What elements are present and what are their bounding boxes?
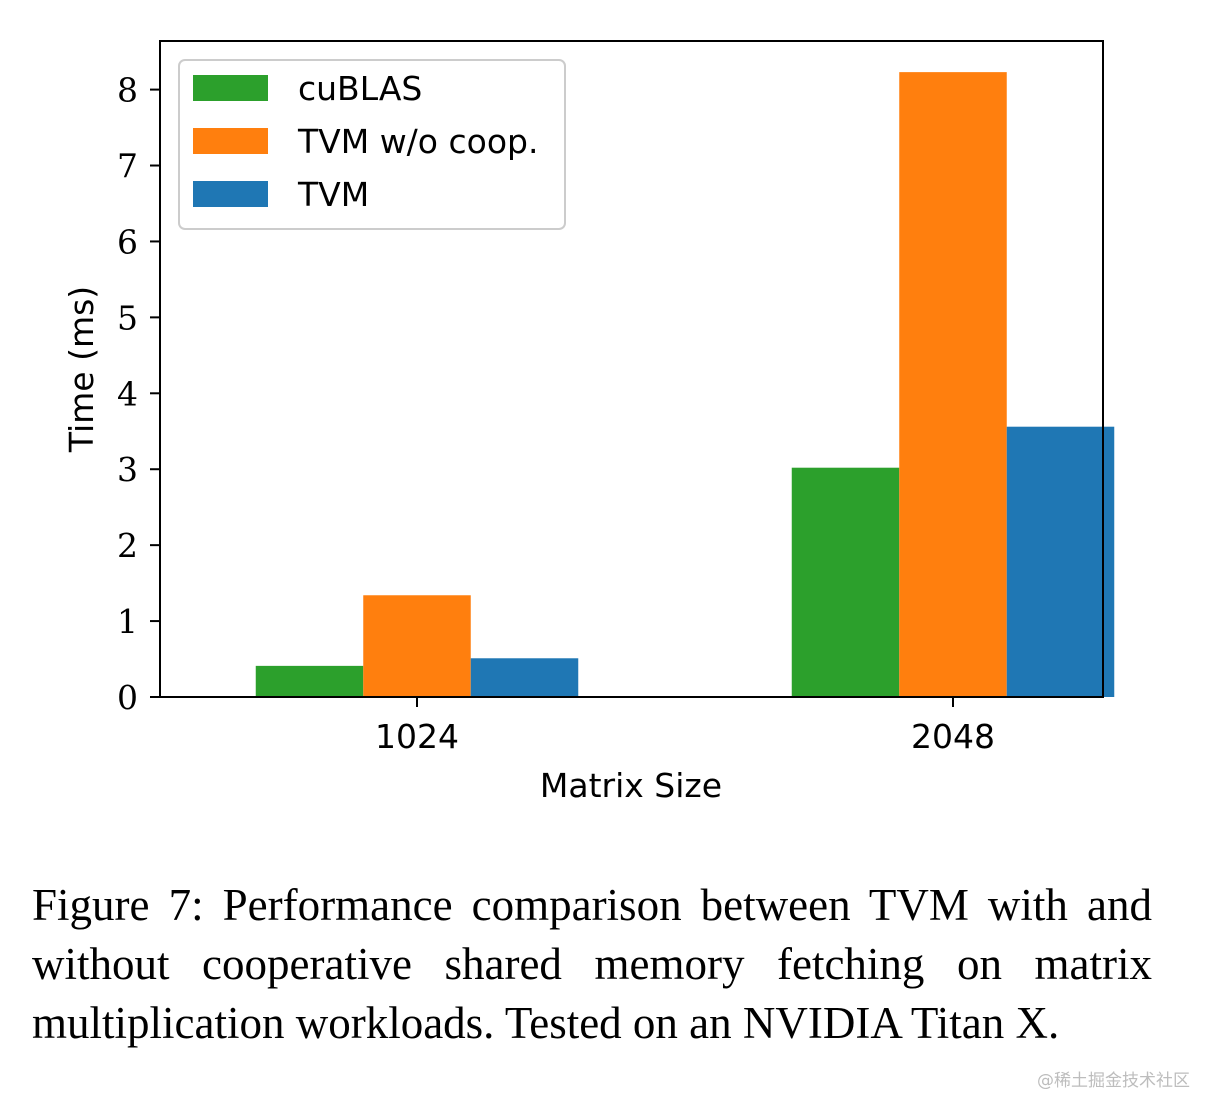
legend: cuBLAS TVM w/o coop. TVM [178, 59, 566, 230]
y-tick-label: 0 [117, 678, 138, 717]
y-tick-label: 2 [117, 526, 138, 565]
y-axis: 0 1 2 3 4 5 6 7 8 [117, 71, 160, 717]
y-tick-label: 8 [117, 71, 138, 110]
x-axis-title: Matrix Size [540, 766, 722, 805]
bar-cublas-2048 [791, 467, 900, 697]
legend-label: cuBLAS [298, 69, 422, 108]
figure-caption: Figure 7: Performance comparison between… [32, 880, 1152, 1048]
y-axis-title: Time (ms) [62, 286, 101, 453]
legend-label: TVM [297, 175, 369, 214]
x-tick-label: 2048 [911, 717, 995, 756]
legend-swatch [193, 128, 268, 154]
bar-chart: 0 1 2 3 4 5 6 7 8 1024 2048 Matrix Size Time (ms)… [62, 40, 1115, 805]
y-tick-label: 5 [117, 298, 138, 337]
bars-group [255, 72, 1115, 697]
y-tick-label: 1 [117, 602, 138, 641]
bar-tvm-2048 [1006, 426, 1115, 697]
legend-label: TVM w/o coop. [297, 122, 538, 161]
y-tick-label: 7 [117, 147, 138, 186]
x-axis: 1024 2048 [375, 697, 995, 756]
plot-frame [159, 40, 1104, 698]
bar-cublas-1024 [255, 665, 364, 697]
watermark: @稀土掘金技术社区 [1037, 1071, 1190, 1091]
legend-box [178, 59, 566, 230]
bar-tvm-w-o-coop-1024 [363, 595, 471, 697]
bar-tvm-w-o-coop-2048 [899, 72, 1007, 697]
bar-tvm-1024 [470, 658, 579, 697]
y-tick-label: 3 [117, 450, 138, 489]
x-tick-label: 1024 [375, 717, 459, 756]
legend-swatch [193, 181, 268, 207]
y-tick-label: 4 [117, 374, 138, 413]
y-tick-label: 6 [117, 222, 138, 261]
legend-swatch [193, 75, 268, 101]
